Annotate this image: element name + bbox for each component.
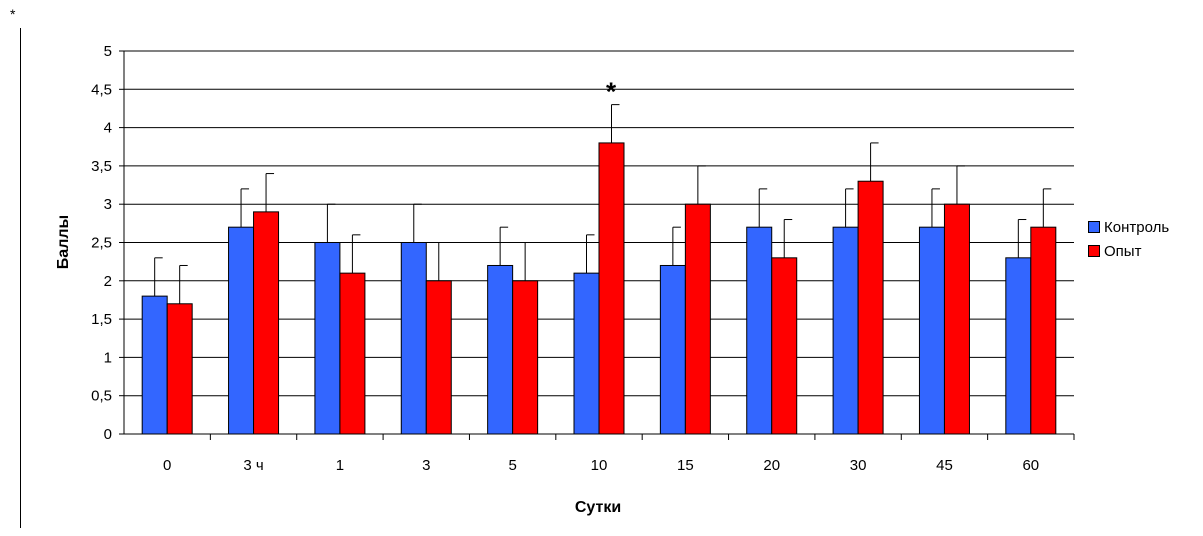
left-frame-line — [20, 28, 21, 528]
bar-control — [918, 226, 945, 435]
bar-experiment — [339, 272, 366, 435]
y-tick-label: 2 — [104, 273, 112, 290]
bar-experiment — [253, 211, 280, 435]
axes — [119, 50, 1075, 440]
bars — [141, 142, 1057, 435]
y-tick-labels: 0 0,5 1 1,5 2 2,5 3 3,5 4 4,5 5 — [91, 43, 112, 443]
x-tick-label: 30 — [850, 457, 867, 474]
x-tick-label: 45 — [936, 457, 953, 474]
bar-control — [659, 264, 686, 435]
legend-label-experiment: Опыт — [1104, 242, 1142, 260]
y-tick-label: 0,5 — [91, 388, 112, 405]
legend-item-experiment: Опыт — [1088, 239, 1203, 263]
x-tick-label: 1 — [336, 457, 344, 474]
x-tick-label: 10 — [591, 457, 608, 474]
x-tick-label: 5 — [508, 457, 516, 474]
bar-experiment — [425, 280, 452, 435]
bar-experiment — [684, 203, 711, 435]
bar-control — [400, 242, 427, 435]
error-bars — [154, 104, 1052, 304]
legend-label-control: Контроль — [1104, 218, 1170, 236]
x-tick-label: 20 — [763, 457, 780, 474]
y-tick-label: 3,5 — [91, 158, 112, 175]
bar-control — [573, 272, 600, 435]
annotations: * — [606, 77, 617, 107]
y-tick-label: 5 — [104, 43, 112, 60]
bar-control — [141, 295, 168, 435]
bar-experiment — [771, 257, 798, 435]
y-tick-label: 0 — [104, 426, 112, 443]
y-tick-label: 2,5 — [91, 235, 112, 252]
y-tick-label: 3 — [104, 196, 112, 213]
x-tick-label: 0 — [163, 457, 171, 474]
x-tick-label: 3 — [422, 457, 430, 474]
y-tick-label: 1,5 — [91, 311, 112, 328]
x-tick-labels: 0 3 ч 1 3 5 10 15 20 30 45 60 — [163, 457, 1039, 474]
bar-control — [1005, 257, 1032, 435]
bar-control — [832, 226, 859, 435]
y-axis-label: Баллы — [55, 215, 72, 269]
bar-experiment — [598, 142, 625, 435]
y-tick-label: 4,5 — [91, 81, 112, 98]
bar-experiment — [166, 303, 193, 435]
bar-control — [487, 264, 514, 435]
bar-control — [228, 226, 255, 435]
y-tick-label: 1 — [104, 349, 112, 366]
x-axis-label: Сутки — [575, 499, 621, 516]
bar-control — [746, 226, 773, 435]
y-tick-label: 4 — [104, 120, 112, 137]
legend: Контроль Опыт — [1088, 215, 1203, 263]
bar-experiment — [943, 203, 970, 435]
legend-item-control: Контроль — [1088, 215, 1203, 239]
x-tick-label: 15 — [677, 457, 694, 474]
legend-swatch-experiment — [1088, 245, 1100, 257]
bar-control — [314, 242, 341, 435]
x-tick-label: 3 ч — [243, 457, 263, 474]
bar-experiment — [512, 280, 539, 435]
legend-swatch-control — [1088, 221, 1100, 233]
bar-experiment — [857, 180, 884, 435]
x-tick-label: 60 — [1022, 457, 1039, 474]
bar-experiment — [1030, 226, 1057, 435]
significance-asterisk: * — [606, 77, 617, 107]
corner-asterisk: * — [10, 6, 16, 22]
